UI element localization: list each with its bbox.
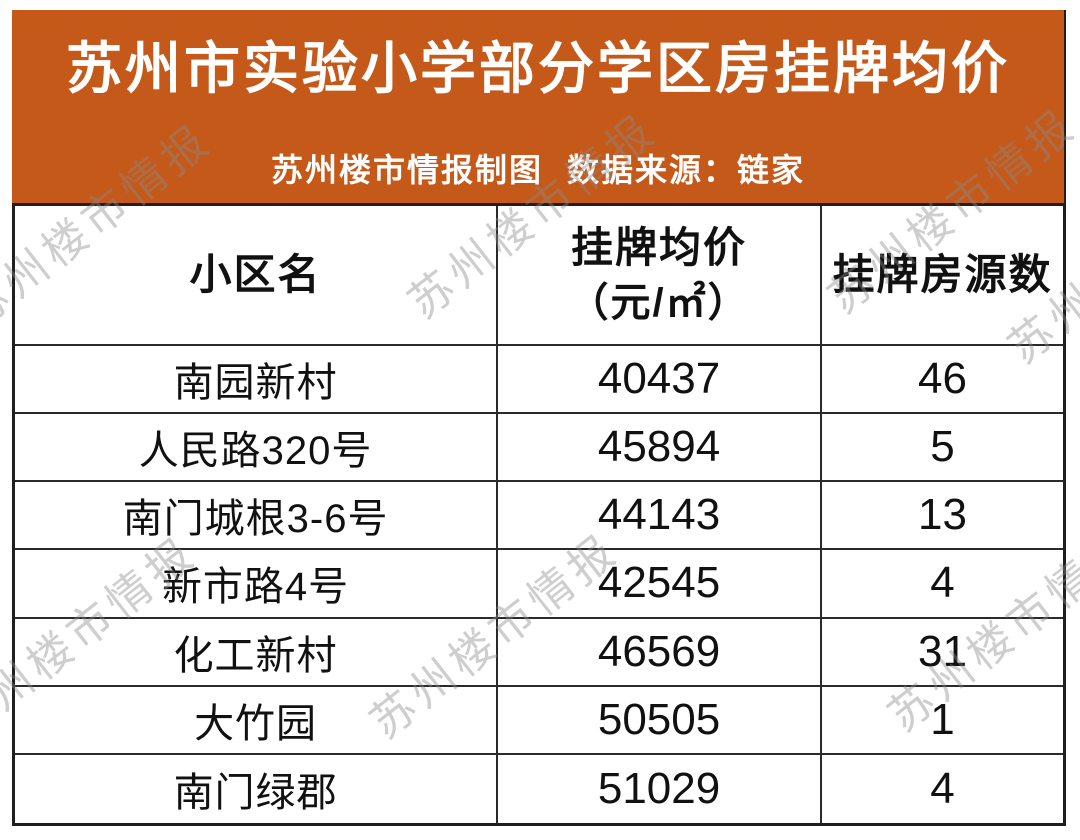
price-unit: （元/㎡）	[568, 281, 750, 326]
cell-price: 42545	[498, 550, 822, 619]
cell-community-name: 大竹园	[15, 686, 499, 755]
cell-community-name: 化工新村	[15, 618, 499, 687]
subtitle-maker: 苏州楼市情报制图	[270, 152, 543, 188]
cell-price: 40437	[498, 346, 822, 415]
cell-community-name: 南门绿郡	[15, 754, 499, 823]
header-banner: 苏州市实验小学部分学区房挂牌均价 苏州楼市情报制图 数据来源：链家	[12, 10, 1066, 203]
cell-community-name: 人民路320号	[15, 414, 499, 483]
cell-count: 4	[930, 763, 955, 813]
cell-community-name: 南门城根3-6号	[15, 482, 499, 551]
price-table: 小区名 挂牌均价 （元/㎡） 挂牌房源数 南园新村 40437 46 人民路32…	[12, 203, 1066, 826]
cell-price: 51029	[498, 754, 822, 823]
cell-count: 13	[821, 482, 1063, 551]
column-header-count: 挂牌房源数	[821, 206, 1063, 346]
cell-price: 50505	[498, 686, 822, 755]
cell-price: 44143	[498, 482, 822, 551]
column-header-community: 小区名	[15, 206, 499, 346]
column-header-price: 挂牌均价 （元/㎡）	[498, 206, 822, 346]
page-title: 苏州市实验小学部分学区房挂牌均价	[66, 37, 1010, 100]
cell-count: 4	[821, 550, 1063, 619]
subtitle-data-source: 数据来源：链家	[567, 152, 806, 188]
cell-price: 45894	[498, 414, 822, 483]
cell-price: 46569	[498, 618, 822, 687]
cell-count: 1	[821, 687, 1063, 755]
cell-community-name: 新市路4号	[15, 550, 499, 619]
cell-count: 31	[821, 619, 1063, 687]
banner-subtitle: 苏州楼市情报制图 数据来源：链家	[271, 145, 805, 191]
cell-count: 5	[821, 414, 1063, 483]
cell-count: 46	[821, 346, 1063, 415]
cell-community-name: 南园新村	[15, 346, 499, 415]
